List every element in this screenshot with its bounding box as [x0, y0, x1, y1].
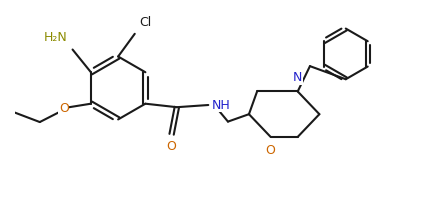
Text: Cl: Cl [139, 15, 151, 28]
Text: O: O [167, 140, 177, 153]
Text: H₂N: H₂N [44, 31, 67, 44]
Text: O: O [59, 101, 69, 114]
Text: N: N [293, 71, 302, 84]
Text: NH: NH [212, 99, 231, 112]
Text: O: O [265, 144, 275, 157]
